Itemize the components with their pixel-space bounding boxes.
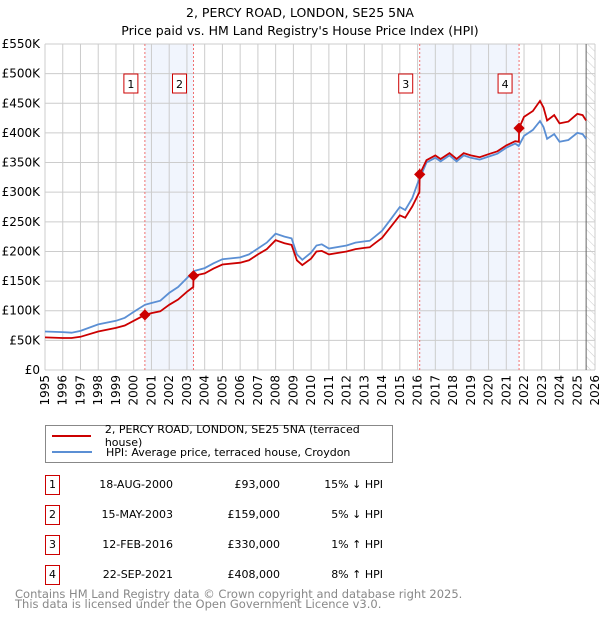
x-tick-label: 1995 [38, 375, 52, 406]
x-tick-label: 2004 [198, 375, 212, 406]
x-tick-label: 2007 [251, 375, 265, 406]
x-tick-label: 1998 [91, 375, 105, 406]
x-tick-label: 2010 [304, 375, 318, 406]
x-tick-label: 2013 [357, 375, 371, 406]
sale-point [187, 270, 200, 282]
x-tick-label: 2020 [482, 375, 496, 406]
forecast-hatch [586, 44, 595, 370]
transaction-hpi-diff: 15% ↓ HPI [324, 478, 383, 491]
y-tick-label: £350K [2, 156, 42, 170]
x-tick-label: 2002 [162, 375, 176, 406]
x-tick-label: 1996 [56, 375, 70, 406]
y-tick-label: £100K [2, 304, 42, 318]
hpi-line [44, 119, 587, 334]
sale-label-box [398, 73, 414, 94]
transaction-row: 1 18-AUG-2000 £93,000 15% ↓ HPI [45, 475, 385, 495]
legend-item-property: 2, PERCY ROAD, LONDON, SE25 5NA (terrace… [46, 423, 392, 449]
x-tick-label: 2003 [180, 375, 194, 406]
transaction-date: 22-SEP-2021 [102, 568, 173, 581]
x-tick-label: 2009 [286, 375, 300, 406]
x-tick-label: 1999 [109, 375, 123, 406]
transaction-row: 3 12-FEB-2016 £330,000 1% ↑ HPI [45, 535, 385, 555]
transaction-date: 18-AUG-2000 [99, 478, 173, 491]
y-tick-label: £400K [2, 126, 42, 140]
chart-title: 2, PERCY ROAD, LONDON, SE25 5NA [186, 5, 414, 20]
x-tick-label: 2015 [393, 375, 407, 406]
transaction-number: 4 [45, 565, 60, 585]
y-tick-label: £0 [25, 363, 40, 377]
x-tick-label: 2014 [375, 375, 389, 406]
x-tick-label: 2008 [269, 375, 283, 406]
transaction-hpi-diff: 1% ↑ HPI [331, 538, 383, 551]
x-tick-label: 2001 [144, 375, 158, 406]
y-tick-label: £300K [2, 185, 42, 199]
transaction-row: 4 22-SEP-2021 £408,000 8% ↑ HPI [45, 565, 385, 585]
y-tick-label: £550K [2, 37, 42, 51]
footer-copyright: Contains HM Land Registry data © Crown c… [15, 587, 463, 601]
sale-label-box [172, 73, 187, 94]
sale-label: 2 [176, 78, 183, 91]
transaction-price: £93,000 [234, 478, 281, 491]
x-tick-label: 2026 [588, 375, 600, 406]
sale-label-box [123, 73, 139, 94]
legend-swatch-blue [52, 451, 92, 453]
sale-label: 4 [502, 78, 509, 91]
legend: 2, PERCY ROAD, LONDON, SE25 5NA (terrace… [45, 423, 393, 463]
x-tick-label: 1997 [73, 375, 87, 406]
x-tick-label: 2012 [340, 375, 354, 406]
x-tick-label: 2005 [215, 375, 229, 406]
x-tick-label: 2024 [553, 375, 567, 406]
legend-swatch-red [52, 435, 91, 437]
footer: Contains HM Land Registry data © Crown c… [15, 587, 463, 611]
transaction-hpi-diff: 8% ↑ HPI [331, 568, 383, 581]
sale-point [139, 309, 151, 321]
legend-label-hpi: HPI: Average price, terraced house, Croy… [106, 445, 351, 459]
transaction-hpi-diff: 5% ↓ HPI [331, 508, 383, 521]
x-tick-label: 2025 [570, 375, 584, 406]
legend-item-hpi: HPI: Average price, terraced house, Croy… [46, 444, 350, 460]
x-tick-label: 2018 [446, 375, 460, 406]
y-tick-label: £50K [9, 333, 41, 347]
y-tick-label: £200K [2, 244, 42, 258]
sale-label: 3 [402, 78, 409, 91]
transaction-number: 2 [45, 505, 60, 525]
transaction-date: 15-MAY-2003 [101, 508, 173, 521]
x-tick-label: 2006 [233, 375, 247, 406]
transaction-price: £330,000 [227, 538, 281, 551]
price-chart: 2, PERCY ROAD, LONDON, SE25 5NA Price pa… [2, 5, 600, 406]
transaction-date: 12-FEB-2016 [102, 538, 173, 551]
x-tick-label: 2000 [127, 375, 141, 406]
y-tick-label: £250K [2, 215, 42, 229]
transaction-row: 2 15-MAY-2003 £159,000 5% ↓ HPI [45, 505, 385, 525]
x-tick-label: 2022 [517, 375, 531, 406]
x-tick-label: 2023 [535, 375, 549, 406]
sale-label: 1 [127, 78, 134, 91]
y-tick-label: £500K [2, 67, 42, 81]
transaction-number: 1 [45, 475, 60, 495]
x-tick-label: 2011 [322, 375, 336, 406]
legend-label-property: 2, PERCY ROAD, LONDON, SE25 5NA (terrace… [104, 423, 360, 449]
sale-point [414, 168, 426, 181]
transaction-number: 3 [45, 535, 60, 555]
transaction-price: £159,000 [227, 508, 281, 521]
x-tick-label: 2021 [499, 375, 513, 406]
y-tick-label: £450K [2, 96, 42, 110]
transaction-price: £408,000 [227, 568, 281, 581]
chart-subtitle: Price paid vs. HM Land Registry's House … [121, 23, 478, 38]
shaded-period-3-4 [419, 44, 520, 370]
footer-licence: This data is licensed under the Open Gov… [15, 597, 382, 611]
sale-label-box [497, 73, 513, 94]
y-tick-label: £150K [2, 274, 42, 288]
x-tick-label: 2016 [411, 375, 425, 406]
x-tick-label: 2019 [464, 375, 478, 406]
x-tick-label: 2017 [428, 375, 442, 406]
